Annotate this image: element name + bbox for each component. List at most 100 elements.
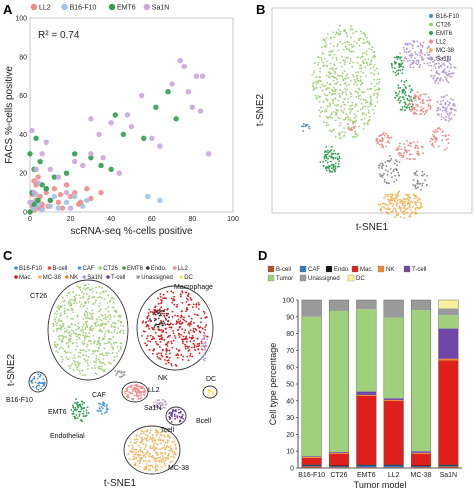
cell-point-mc-38 xyxy=(146,430,149,433)
cell-point-mac xyxy=(178,333,180,336)
cell-point-mac xyxy=(148,348,151,351)
cell-point-endo xyxy=(158,314,161,317)
cell-point-ct26 xyxy=(327,51,330,53)
cell-point-caf xyxy=(98,402,101,405)
cell-point-mc-38 xyxy=(153,448,156,451)
cell-point-ct26 xyxy=(95,286,97,289)
cell-point-sa1n xyxy=(204,357,207,360)
cell-point-mc-38 xyxy=(387,204,389,207)
cell-point-mac xyxy=(204,328,207,331)
cell-point-mc-38 xyxy=(154,452,157,454)
data-point-emt6 xyxy=(27,209,33,215)
cell-point-sa1n xyxy=(402,59,405,62)
bar-outline xyxy=(438,299,459,469)
cell-point-ct26 xyxy=(349,95,352,98)
cell-point-emt6 xyxy=(326,153,329,156)
cell-point-ct26 xyxy=(61,360,63,363)
cell-point-unassigned xyxy=(415,170,418,173)
cell-point-ll2 xyxy=(143,387,145,390)
cell-point-ct26 xyxy=(373,85,376,88)
cell-point-ct26 xyxy=(369,103,371,105)
cell-point-ll2 xyxy=(433,145,435,148)
cell-point-sa1n xyxy=(440,118,443,121)
legend-label-mc-38: MC-38 xyxy=(436,48,455,54)
cell-point-ct26 xyxy=(79,351,82,354)
cell-point-mac xyxy=(171,299,174,302)
cell-point-mac xyxy=(179,293,182,296)
cell-point-mac xyxy=(159,296,162,298)
cell-point-ct26 xyxy=(367,109,370,112)
cell-point-mac xyxy=(159,341,162,343)
cell-point-ll2 xyxy=(413,108,416,111)
cell-point-t-cell xyxy=(168,412,171,415)
cell-point-ct26 xyxy=(351,107,354,110)
cell-point-mc-38 xyxy=(145,467,148,470)
cell-point-mc-38 xyxy=(155,458,157,461)
cell-point-ct26 xyxy=(322,85,325,87)
cell-point-mac xyxy=(184,345,187,348)
cell-point-ct26 xyxy=(355,84,358,86)
cell-point-ct26 xyxy=(354,81,357,83)
cell-point-mc-38 xyxy=(399,206,401,209)
cell-point-ct26 xyxy=(91,296,94,299)
cell-point-emt6 xyxy=(334,157,337,159)
cell-point-mc-38 xyxy=(389,202,392,205)
cell-point-emt6 xyxy=(397,93,400,95)
cell-point-mc-38 xyxy=(388,200,391,203)
data-point-sa1n xyxy=(108,120,114,126)
cell-point-ct26 xyxy=(84,326,87,329)
bar-segment-t-cell xyxy=(329,452,349,453)
cell-point-mc-38 xyxy=(156,465,159,468)
cell-point-mc-38 xyxy=(162,430,165,433)
cell-point-b16-f10 xyxy=(32,377,35,380)
cell-point-ct26 xyxy=(98,353,101,356)
cell-point-mc-38 xyxy=(386,211,389,214)
cell-point-mac xyxy=(168,356,171,359)
cell-point-ll2 xyxy=(414,147,417,150)
cell-point-endo xyxy=(157,323,160,326)
cell-point-ll2 xyxy=(383,135,386,137)
cell-point-ct26 xyxy=(337,32,340,35)
cell-point-mc-38 xyxy=(139,446,142,449)
cell-point-ll2 xyxy=(415,104,418,106)
cell-point-emt6 xyxy=(395,91,398,94)
cluster-outline-tcell xyxy=(165,406,187,426)
cell-point-sa1n xyxy=(202,355,205,358)
cell-point-sa1n xyxy=(405,51,408,54)
panel-label-d: D xyxy=(258,248,267,263)
bar-segment-nk xyxy=(329,452,349,454)
cell-point-mac xyxy=(179,295,182,298)
cell-point-ll2 xyxy=(434,131,436,134)
cell-point-ct26 xyxy=(334,88,337,91)
cell-point-ct26 xyxy=(334,104,336,107)
cell-point-ct26 xyxy=(93,342,96,345)
cell-point-ct26 xyxy=(87,301,90,303)
cell-point-endo xyxy=(163,310,165,313)
cell-point-ll2 xyxy=(420,113,423,116)
cell-point-ct26 xyxy=(98,360,101,363)
cell-point-ct26 xyxy=(98,367,100,370)
data-point-sa1n xyxy=(116,170,123,176)
cell-point-ct26 xyxy=(319,70,321,73)
cell-point-mac xyxy=(145,337,148,340)
cell-point-unassigned xyxy=(414,172,417,174)
cell-point-mac xyxy=(151,311,154,313)
cell-point-sa1n xyxy=(440,113,443,116)
cell-point-ll2 xyxy=(126,394,129,397)
cell-point-mc-38 xyxy=(414,197,416,200)
cell-point-mac xyxy=(197,325,200,327)
legend-swatch-tumor xyxy=(267,274,275,282)
cell-point-mc-38 xyxy=(138,466,140,468)
cell-point-ct26 xyxy=(359,75,362,78)
cell-point-sa1n xyxy=(407,50,410,53)
cell-point-mc-38 xyxy=(135,433,138,436)
cell-point-mc-38 xyxy=(158,436,161,439)
cell-point-ct26 xyxy=(110,325,113,328)
cell-point-ct26 xyxy=(366,121,369,124)
cell-point-sa1n xyxy=(417,59,420,62)
cell-point-unassigned xyxy=(115,374,118,377)
cell-point-mc-38 xyxy=(404,202,406,205)
cell-point-ct26 xyxy=(359,37,362,40)
cell-point-ct26 xyxy=(54,345,57,348)
cell-point-mc-38 xyxy=(138,462,141,464)
